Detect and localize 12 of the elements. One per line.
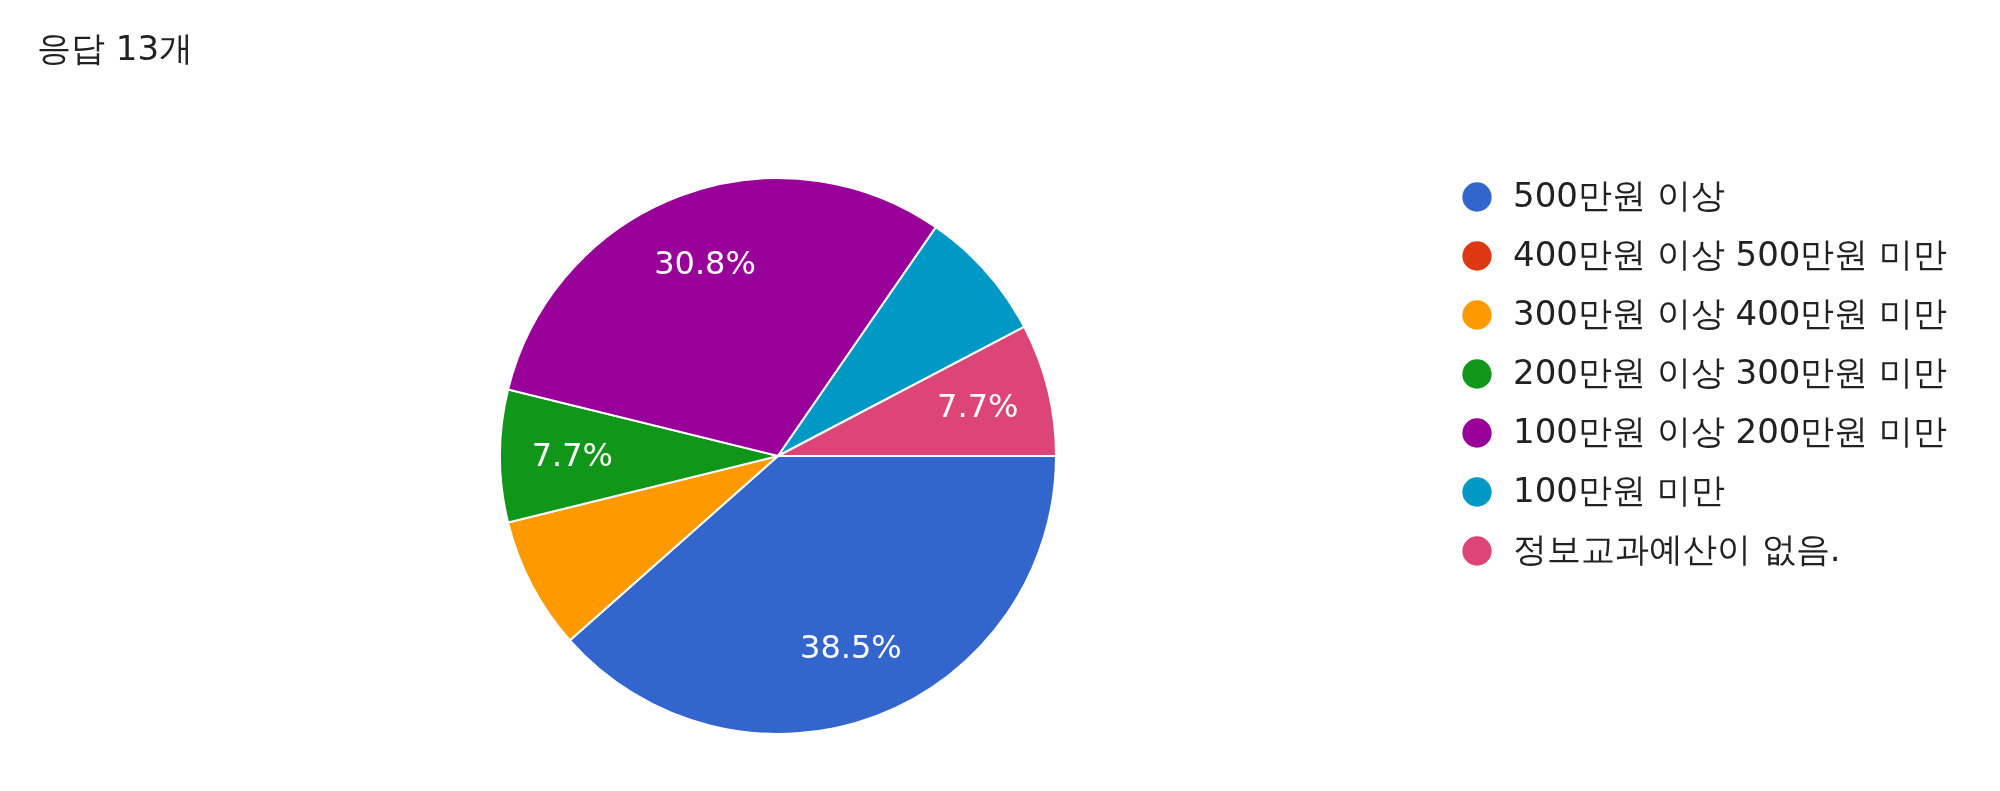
legend-label: 400만원 이상 500만원 미만 xyxy=(1513,234,1948,274)
data-label: 7.7% xyxy=(531,436,613,474)
legend-label: 300만원 이상 400만원 미만 xyxy=(1513,293,1948,333)
legend-label: 100만원 미만 xyxy=(1513,470,1725,510)
data-label: 7.7% xyxy=(937,386,1019,425)
legend-label: 100만원 이상 200만원 미만 xyxy=(1513,411,1948,451)
text: 응답 13개 xyxy=(37,28,194,68)
legend-label: 200만원 이상 300만원 미만 xyxy=(1513,352,1948,392)
data-label: 30.8% xyxy=(654,243,756,282)
legend-label: 500만원 이상 xyxy=(1513,175,1725,215)
data-label: 38.5% xyxy=(800,628,902,667)
legend-label: 정보교과예산이 없음. xyxy=(1513,529,1841,569)
